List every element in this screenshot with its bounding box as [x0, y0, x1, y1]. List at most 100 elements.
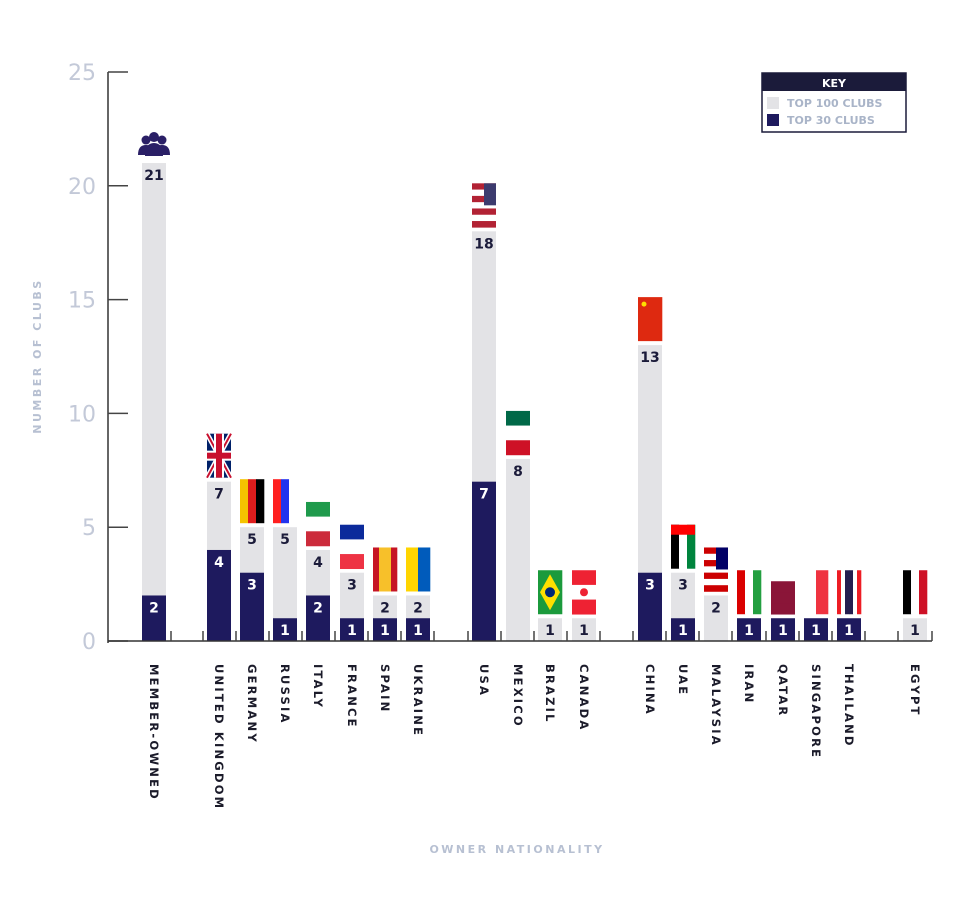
value-label-top30: 1 — [280, 623, 290, 639]
bar-group-germany: 5 3 GERMANY — [240, 479, 265, 744]
bar-group-italy: 4 2 ITALY — [306, 501, 330, 709]
flag-china-icon — [638, 297, 663, 342]
value-label-top30: 2 — [149, 600, 159, 616]
x-tick-label: UNITED KINGDOM — [212, 664, 226, 810]
value-label-top30: 1 — [811, 623, 821, 639]
bar-top100 — [903, 618, 927, 641]
y-tick-label: 25 — [68, 61, 96, 86]
bar-group-malaysia: 2 MALAYSIA — [704, 547, 728, 747]
x-tick-label: CANADA — [577, 664, 591, 732]
bar-group-usa: 18 7 USA — [472, 183, 496, 697]
x-tick-label: MALAYSIA — [709, 664, 723, 747]
value-label-top100: 2 — [413, 600, 423, 616]
bar-top100 — [572, 618, 596, 641]
bar-top30 — [406, 618, 430, 641]
x-tick-label: UKRAINE — [411, 664, 425, 737]
y-axis-title: NUMBER OF CLUBS — [31, 278, 44, 433]
legend-swatch-top100 — [767, 97, 779, 109]
legend-label-top30: TOP 30 CLUBS — [787, 114, 875, 127]
value-label-top100: 7 — [214, 487, 224, 503]
flag-mexico-icon — [506, 410, 530, 456]
value-label-top30: 1 — [744, 623, 754, 639]
value-label-top100: 4 — [313, 555, 323, 571]
flag-france-icon — [340, 524, 364, 570]
bar-group-spain: 2 1 SPAIN — [373, 547, 398, 713]
flag-usa-icon — [472, 183, 496, 228]
value-label-top30: 1 — [844, 623, 854, 639]
legend: KEY TOP 100 CLUBS TOP 30 CLUBS — [761, 72, 907, 133]
bar-top30 — [737, 618, 761, 641]
flag-egypt-icon — [903, 570, 928, 615]
value-label-top30: 1 — [778, 623, 788, 639]
value-label-top100: 21 — [144, 168, 163, 184]
y-tick-label: 20 — [68, 175, 96, 200]
value-label-top100: 2 — [380, 600, 390, 616]
bar-group-brazil: 1 BRAZIL — [538, 570, 563, 724]
value-label-top30: 3 — [645, 578, 655, 594]
value-label-top100: 13 — [640, 350, 659, 366]
flag-thailand-icon — [837, 570, 862, 615]
legend-header — [762, 73, 906, 91]
bar-group-china: 13 3 CHINA — [638, 297, 663, 716]
bar-group-iran: 1 IRAN — [737, 570, 762, 704]
bar-top30 — [472, 481, 496, 641]
y-tick-label: 15 — [68, 289, 96, 314]
bar-top30 — [771, 618, 795, 641]
bar-top100 — [142, 163, 166, 642]
bar-group-russia: 5 1 RUSSIA — [273, 479, 298, 725]
bar-top30 — [804, 618, 828, 641]
bar-group-united-kingdom: 7 4 UNITED KINGDOM — [204, 432, 234, 810]
value-label-top30: 1 — [380, 623, 390, 639]
x-tick-label: USA — [477, 664, 491, 697]
bar-group-member-owned: 21 2 MEMBER-OWNED — [138, 132, 170, 801]
value-label-top100: 1 — [910, 623, 920, 639]
flag-italy-icon — [306, 501, 330, 547]
value-label-top30: 2 — [313, 600, 323, 616]
y-tick-label: 0 — [82, 630, 96, 655]
bar-group-singapore: 1 SINGAPORE — [804, 570, 829, 759]
value-label-top30: 1 — [347, 623, 357, 639]
flag-brazil-icon — [538, 570, 563, 615]
legend-label-top100: TOP 100 CLUBS — [787, 97, 883, 110]
x-tick-label: GERMANY — [245, 664, 259, 744]
flag-malaysia-icon — [704, 547, 728, 592]
bar-top100 — [704, 595, 728, 641]
value-label-top30: 7 — [479, 487, 489, 503]
y-tick-label: 5 — [82, 516, 96, 541]
bar-group-ukraine: 2 1 UKRAINE — [406, 547, 431, 737]
value-label-top100: 2 — [711, 600, 721, 616]
bar-top30 — [142, 595, 166, 641]
x-tick-label: BRAZIL — [543, 664, 557, 724]
bar-group-canada: 1 CANADA — [572, 570, 596, 732]
x-axis-title: OWNER NATIONALITY — [429, 843, 604, 856]
flag-uk-icon — [204, 432, 234, 479]
bar-top100 — [538, 618, 562, 641]
value-label-top30: 1 — [413, 623, 423, 639]
bar-group-qatar: 1 QATAR — [771, 570, 795, 718]
flag-qatar-icon — [771, 570, 795, 615]
x-tick-label: ITALY — [311, 664, 325, 709]
legend-title: KEY — [822, 77, 847, 90]
x-tick-label: IRAN — [742, 664, 756, 704]
flag-ukraine-icon — [406, 547, 431, 592]
x-tick-label: QATAR — [776, 664, 790, 718]
bar-group-france: 3 1 FRANCE — [340, 524, 364, 729]
value-label-top100: 3 — [347, 578, 357, 594]
bar-top30 — [240, 572, 264, 641]
bar-top100 — [506, 458, 530, 641]
flag-iran-icon — [737, 570, 762, 615]
x-tick-label: EGYPT — [908, 664, 922, 717]
bar-top30 — [837, 618, 861, 641]
bar-group-egypt: 1 EGYPT — [903, 570, 928, 717]
flag-singapore-icon — [804, 570, 829, 615]
flag-uae-icon — [671, 524, 696, 569]
y-tick-label: 10 — [68, 402, 96, 427]
flag-canada-icon — [572, 570, 596, 615]
bar-top30 — [638, 572, 662, 641]
value-label-top100: 5 — [247, 532, 257, 548]
x-tick-label: MEMBER-OWNED — [147, 664, 161, 801]
x-tick-label: SINGAPORE — [809, 664, 823, 759]
x-axis — [108, 631, 933, 642]
